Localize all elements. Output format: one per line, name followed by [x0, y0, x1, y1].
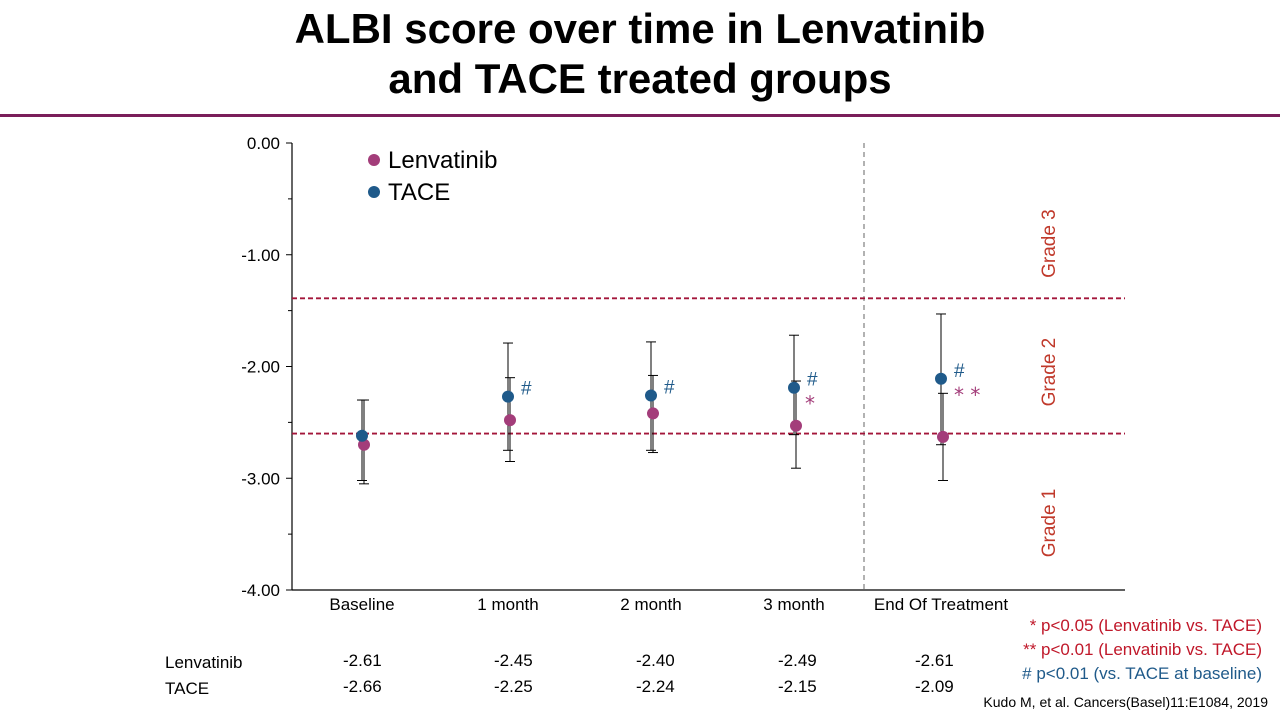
note-hash: # p<0.01 (vs. TACE at baseline)	[1022, 664, 1262, 683]
grade-label: Grade 3	[1039, 209, 1060, 278]
table-cell-lenvatinib-2month: -2.40	[636, 651, 675, 670]
slide-title: ALBI score over time in Lenvatinib and T…	[0, 4, 1280, 104]
hash-marker: #	[954, 361, 965, 382]
tace-point	[935, 372, 947, 385]
values-table: Lenvatinib TACE -2.61 -2.45 -2.40 -2.49 …	[0, 648, 1280, 704]
grade-label: Grade 2	[1039, 338, 1060, 407]
y-tick-label: 0.00	[247, 134, 280, 153]
citation: Kudo M, et al. Cancers(Basel)11:E1084, 2…	[983, 694, 1268, 710]
table-cell-lenvatinib-3month: -2.49	[778, 651, 817, 670]
table-cell-lenvatinib-baseline: -2.61	[343, 651, 382, 670]
note-p005: * p<0.05 (Lenvatinib vs. TACE)	[1029, 616, 1262, 635]
lenvatinib-point	[647, 407, 659, 420]
y-tick-label: -1.00	[241, 246, 280, 265]
legend-tace-label: TACE	[388, 179, 450, 206]
tace-point	[788, 381, 800, 394]
asterisk-marker: * *	[954, 383, 980, 407]
legend-lenvatinib-dot	[368, 154, 380, 166]
asterisk-marker: *	[805, 392, 815, 416]
note-p001: ** p<0.01 (Lenvatinib vs. TACE)	[1023, 640, 1262, 659]
table-cell-tace-eot: -2.09	[915, 677, 954, 696]
table-cell-lenvatinib-eot: -2.61	[915, 651, 954, 670]
hash-marker: #	[521, 379, 532, 400]
lenvatinib-point	[937, 430, 949, 443]
y-tick-label: -3.00	[241, 469, 280, 488]
table-cell-tace-baseline: -2.66	[343, 677, 382, 696]
grade-label: Grade 1	[1039, 489, 1060, 558]
y-tick-label: -4.00	[241, 581, 280, 600]
row-label-tace: TACE	[165, 679, 210, 698]
tace-point	[645, 389, 657, 402]
lenvatinib-point	[504, 414, 516, 427]
title-divider	[0, 114, 1280, 117]
table-cell-lenvatinib-1month: -2.45	[494, 651, 533, 670]
significance-notes: * p<0.05 (Lenvatinib vs. TACE) ** p<0.01…	[1022, 614, 1262, 686]
tace-point	[356, 429, 368, 442]
legend-tace-dot	[368, 186, 380, 198]
table-cell-tace-3month: -2.15	[778, 677, 817, 696]
row-label-lenvatinib: Lenvatinib	[165, 653, 243, 672]
hash-marker: #	[664, 378, 675, 399]
table-cell-tace-1month: -2.25	[494, 677, 533, 696]
y-tick-label: -2.00	[241, 358, 280, 377]
lenvatinib-point	[790, 419, 802, 432]
legend-lenvatinib-label: Lenvatinib	[388, 147, 497, 174]
tace-point	[502, 390, 514, 403]
lenvatinib-point	[358, 438, 370, 451]
title-line-1: ALBI score over time in Lenvatinib	[294, 5, 986, 52]
x-tick-label: 1 month	[477, 595, 538, 614]
x-tick-label: 3 month	[763, 595, 824, 614]
hash-marker: #	[807, 370, 818, 391]
x-tick-label: End Of Treatment	[874, 595, 1008, 614]
title-line-2: and TACE treated groups	[388, 55, 892, 102]
x-tick-label: Baseline	[329, 595, 394, 614]
table-cell-tace-2month: -2.24	[636, 677, 675, 696]
x-tick-label: 2 month	[620, 595, 681, 614]
